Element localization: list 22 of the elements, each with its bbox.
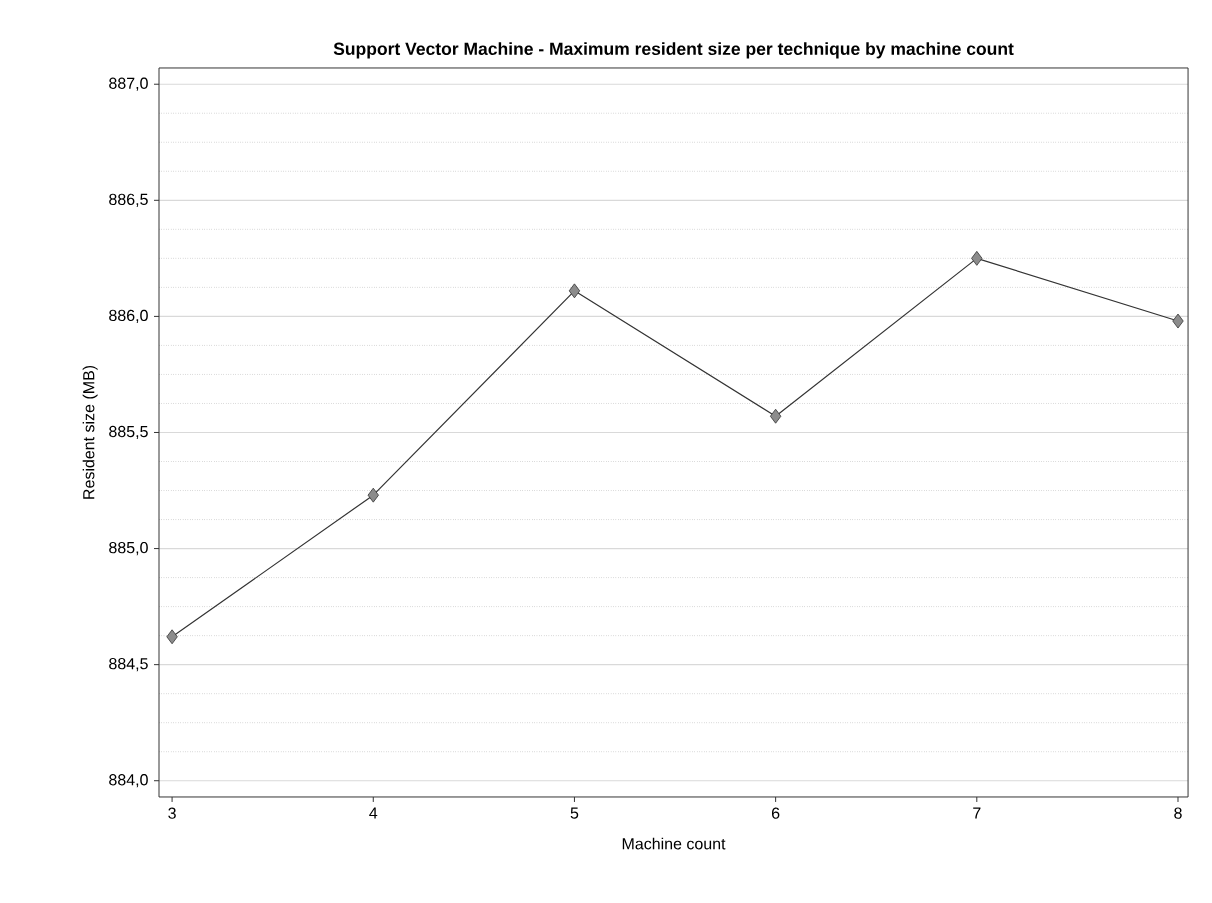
point [568, 283, 581, 299]
x-tick-label: 5 [570, 807, 579, 819]
y-tick-label: 885,5 [109, 425, 148, 440]
chart-title: Support Vector Machine - Maximum resident size per technique by machine count [333, 42, 1014, 59]
x-tick-label: 4 [369, 807, 378, 819]
point [971, 250, 983, 266]
point [367, 487, 379, 503]
x-axis-title: Machine count [622, 837, 726, 850]
y-tick-label: 887,0 [109, 77, 148, 91]
point [769, 408, 782, 424]
y-tick-label: 886,5 [109, 193, 148, 207]
y-axis-title: Resident size (MB) [82, 365, 98, 499]
x-tick-label: 8 [1174, 807, 1182, 819]
point [1172, 313, 1184, 329]
x-tick-label: 7 [973, 807, 981, 819]
x-tick-label: 6 [771, 807, 780, 819]
y-tick-label: 885,0 [109, 541, 148, 556]
point [166, 629, 178, 645]
y-tick-label: 886,0 [109, 309, 148, 324]
y-tick-label: 884,5 [109, 658, 148, 672]
x-tick-label: 3 [168, 807, 176, 819]
y-tick-label: 884,0 [109, 774, 148, 788]
